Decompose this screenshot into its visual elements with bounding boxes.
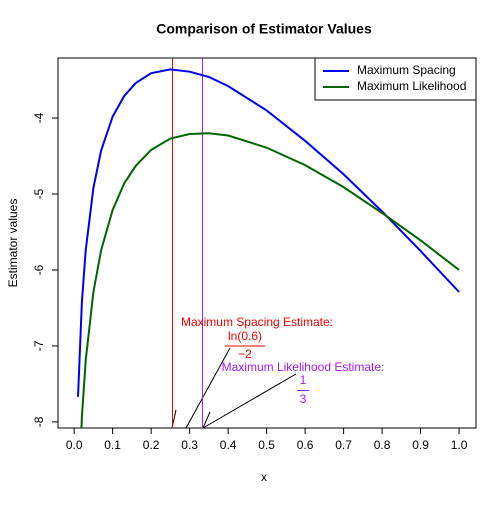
legend-label: Maximum Spacing: [357, 63, 456, 77]
x-tick-label: 0.6: [297, 438, 314, 452]
plot-area: [77, 58, 460, 428]
annotation-label: Maximum Spacing Estimate:: [181, 315, 333, 329]
series-line: [77, 68, 460, 397]
annotation-denominator: 3: [300, 392, 307, 406]
x-tick-label: 0.4: [220, 438, 237, 452]
x-tick-label: 0.0: [66, 438, 83, 452]
chart-title: Comparison of Estimator Values: [156, 21, 372, 37]
series-line: [80, 132, 460, 428]
leader-lines: [171, 347, 297, 429]
annotation-label: Maximum Likelihood Estimate:: [222, 360, 385, 374]
x-tick-label: 0.9: [412, 438, 429, 452]
x-tick-label: 1.0: [451, 438, 468, 452]
y-tick-label: -8: [32, 416, 46, 427]
x-tick-label: 0.3: [181, 438, 198, 452]
x-tick-label: 0.2: [143, 438, 160, 452]
legend-box: [314, 57, 477, 101]
x-tick-label: 0.8: [374, 438, 391, 452]
annotation-numerator: 1: [300, 373, 307, 387]
y-tick-label: -7: [32, 340, 46, 351]
annotation-numerator: ln(0.6): [228, 329, 262, 343]
x-tick-label: 0.5: [258, 438, 275, 452]
x-tick-label: 0.1: [104, 438, 121, 452]
y-axis-title: Estimator values: [6, 199, 20, 288]
x-axis-title: x: [261, 470, 267, 484]
y-tick-label: -6: [32, 264, 46, 275]
legend-label: Maximum Likelihood: [357, 79, 466, 93]
x-tick-label: 0.7: [335, 438, 352, 452]
y-tick-label: -5: [32, 188, 46, 199]
y-tick-label: -4: [32, 112, 46, 123]
annotation-denominator: −2: [238, 347, 252, 361]
